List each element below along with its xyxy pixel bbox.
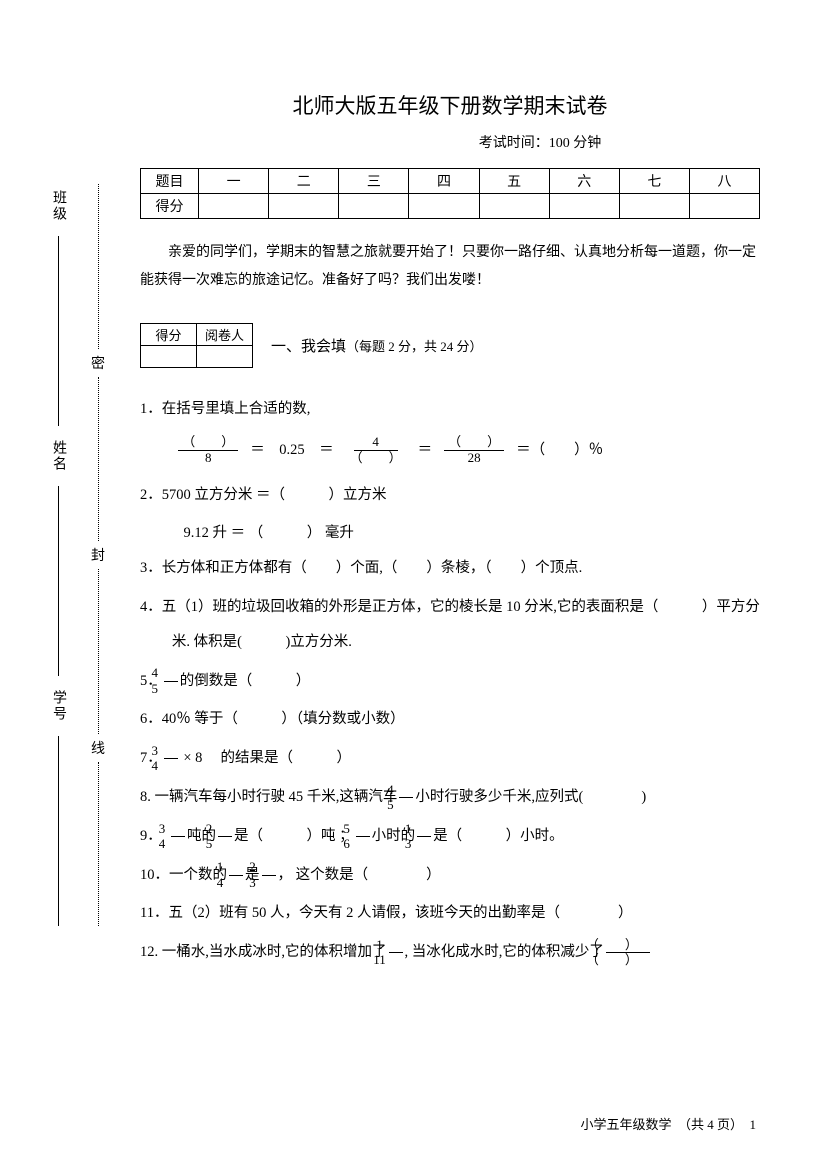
q11: 11．五（2）班有 50 人，今天有 2 人请假，该班今天的出勤率是（ ） [140,896,760,931]
grid-cell [619,194,689,219]
sidebar-line [58,486,59,676]
grid-cell [689,194,759,219]
grid-header: 题目 [141,169,199,194]
marker-label: 阅卷人 [197,324,253,346]
fraction: 34 [164,744,178,774]
sidebar-seal-xian: 线 [91,738,105,758]
fraction: （ ）28 [444,435,504,465]
grid-cell [199,194,269,219]
page-content: 北师大版五年级下册数学期末试卷 考试时间：100 分钟 题目 一 二 三 四 五… [140,90,760,970]
q9: 9． 34吨的25是（ ）吨 ；56小时的13是（ ）小时。 [140,819,760,854]
fraction: 25 [218,822,232,852]
grid-row-label: 得分 [141,194,199,219]
sidebar-dotline [98,762,99,927]
grid-cell [269,194,339,219]
q10: 10．一个数的14是23， 这个数是（ ） [140,858,760,893]
grid-header: 四 [409,169,479,194]
exam-time: 考试时间：100 分钟 [140,132,760,152]
q1-tail: ＝（ ）％ [516,433,603,468]
fraction: 23 [262,860,276,890]
binding-sidebar: 班级 姓名 学号 密 封 线 [38,180,118,930]
grid-header: 六 [549,169,619,194]
grid-header: 七 [619,169,689,194]
q4: 4．五（1）班的垃圾回收箱的外形是正方体，它的棱长是 10 分米,它的表面积是（… [140,590,760,660]
fraction: 56 [356,822,370,852]
fraction: 34 [171,822,185,852]
sidebar-id-label: 学号 [48,690,68,722]
intro-text: 亲爱的同学们，学期末的智慧之旅就要开始了！只要你一路仔细、认真地分析每一道题，你… [140,239,760,295]
marker-cell [197,346,253,368]
q7: 7．34 × 8 的结果是（ ） [140,741,760,776]
grid-header: 一 [199,169,269,194]
fraction: 14 [229,860,243,890]
question-list: 1．在括号里填上合适的数, （ ）8 ＝ 0.25 ＝ 4（ ） ＝ （ ）28… [140,392,760,970]
q12: 12. 一桶水,当水成冰时,它的体积增加了111, 当冰化成水时,它的体积减少了… [140,935,760,970]
section-score-table: 得分 阅卷人 [140,323,253,368]
sidebar-dotline [98,184,99,349]
grid-cell [339,194,409,219]
fraction: 4（ ） [346,435,406,465]
fraction: 45 [399,783,413,813]
grid-header: 二 [269,169,339,194]
page-footer: 小学五年级数学 （共 4 页） 1 [580,1114,756,1133]
fraction: 111 [389,938,403,968]
grid-header: 五 [479,169,549,194]
page-title: 北师大版五年级下册数学期末试卷 [140,90,760,120]
sidebar-line [58,736,59,926]
score-cell [141,346,197,368]
sidebar-dotline [98,569,99,734]
score-label: 得分 [141,324,197,346]
fraction-blank: （ ）（ ） [606,938,650,968]
q2a: 2．5700 立方分米 ＝（ ）立方米 [140,478,760,513]
sidebar-class-label: 班级 [48,190,68,222]
grid-header: 八 [689,169,759,194]
fraction: （ ）8 [178,435,238,465]
grid-cell [479,194,549,219]
sidebar-dotline [98,377,99,542]
grid-header: 三 [339,169,409,194]
score-grid: 题目 一 二 三 四 五 六 七 八 得分 [140,168,760,219]
sidebar-line [58,236,59,426]
q5: 5．45的倒数是（ ） [140,664,760,699]
q1-equation: （ ）8 ＝ 0.25 ＝ 4（ ） ＝ （ ）28 ＝（ ）％ [140,433,760,468]
grid-cell [549,194,619,219]
sidebar-name-label: 姓名 [48,440,68,472]
q1: 1．在括号里填上合适的数, [140,392,760,427]
fraction: 13 [417,822,431,852]
section-score-row: 得分 阅卷人 一、我会填（每题 2 分，共 24 分） [140,323,760,368]
sidebar-seal-mi: 密 [91,353,105,373]
q8: 8. 一辆汽车每小时行驶 45 千米,这辆汽车45小时行驶多少千米,应列式( ) [140,780,760,815]
sidebar-seal-feng: 封 [91,545,105,565]
q3: 3．长方体和正方体都有（ ）个面,（ ）条棱，（ ）个顶点. [140,551,760,586]
q2b: 9.12 升 ＝ （ ） 毫升 [140,516,760,551]
section-1-title: 一、我会填（每题 2 分，共 24 分） [271,335,483,356]
grid-cell [409,194,479,219]
fraction: 45 [164,666,178,696]
q6: 6．40％ 等于（ ）（填分数或小数） [140,702,760,737]
